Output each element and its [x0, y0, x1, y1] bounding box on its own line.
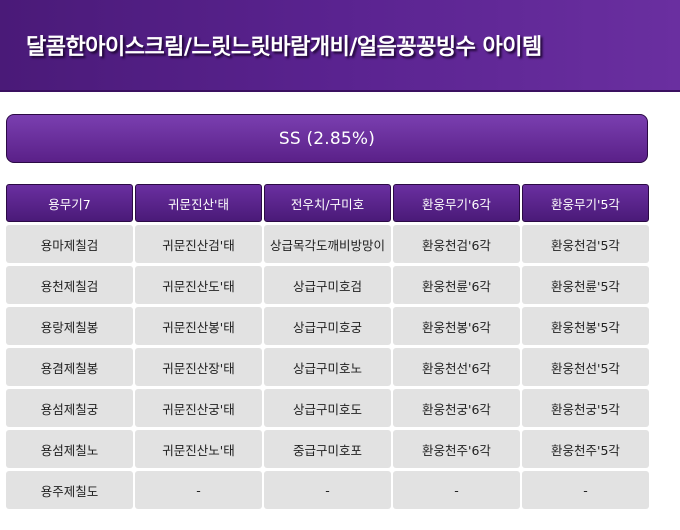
- table-cell: 용겸제칠봉: [6, 348, 133, 386]
- table-cell: 환웅천궁'6각: [393, 389, 520, 427]
- table-cell: 환웅천주'6각: [393, 430, 520, 468]
- table-cell: 용천제칠검: [6, 266, 133, 304]
- table-cell: 환웅천주'5각: [522, 430, 649, 468]
- table-cell: 환웅천륜'5각: [522, 266, 649, 304]
- table-cell: 상급구미호노: [264, 348, 391, 386]
- table-cell: 귀문진산노'태: [135, 430, 262, 468]
- table-cell: 환웅천검'5각: [522, 225, 649, 263]
- table-cell: 상급목각도깨비방망이: [264, 225, 391, 263]
- table-cell: 환웅천봉'6각: [393, 307, 520, 345]
- table-cell: -: [264, 471, 391, 509]
- table-cell: 용랑제칠봉: [6, 307, 133, 345]
- table-cell: 귀문진산도'태: [135, 266, 262, 304]
- table-cell: 환웅천륜'6각: [393, 266, 520, 304]
- table-cell: 환웅천궁'5각: [522, 389, 649, 427]
- page-header: 달콤한아이스크림/느릿느릿바람개비/얼음꽁꽁빙수 아이템: [0, 0, 680, 92]
- column-header-hwanung-6: 환웅무기'6각: [393, 184, 520, 222]
- table-cell: 상급구미호검: [264, 266, 391, 304]
- column-header-yongmugi: 용무기7: [6, 184, 133, 222]
- table-cell: -: [522, 471, 649, 509]
- table-cell: 중급구미호포: [264, 430, 391, 468]
- table-cell: 상급구미호궁: [264, 307, 391, 345]
- table-cell: 상급구미호도: [264, 389, 391, 427]
- table-cell: -: [393, 471, 520, 509]
- table-cell: 용주제칠도: [6, 471, 133, 509]
- table-cell: 귀문진산장'태: [135, 348, 262, 386]
- table-cell: 환웅천봉'5각: [522, 307, 649, 345]
- table-cell: -: [135, 471, 262, 509]
- page-title: 달콤한아이스크림/느릿느릿바람개비/얼음꽁꽁빙수 아이템: [26, 35, 542, 60]
- table-cell: 용섬제칠노: [6, 430, 133, 468]
- table-cell: 용섬제칠궁: [6, 389, 133, 427]
- column-header-gwimun: 귀문진산'태: [135, 184, 262, 222]
- column-header-jeonwoochi: 전우치/구미호: [264, 184, 391, 222]
- table-cell: 귀문진산궁'태: [135, 389, 262, 427]
- item-table: 용무기7 귀문진산'태 전우치/구미호 환웅무기'6각 환웅무기'5각 용마제칠…: [6, 184, 649, 509]
- table-cell: 용마제칠검: [6, 225, 133, 263]
- table-cell: 환웅천검'6각: [393, 225, 520, 263]
- table-cell: 귀문진산검'태: [135, 225, 262, 263]
- table-cell: 귀문진산봉'태: [135, 307, 262, 345]
- column-header-hwanung-5: 환웅무기'5각: [522, 184, 649, 222]
- grade-banner: SS (2.85%): [6, 114, 648, 163]
- table-cell: 환웅천선'5각: [522, 348, 649, 386]
- table-cell: 환웅천선'6각: [393, 348, 520, 386]
